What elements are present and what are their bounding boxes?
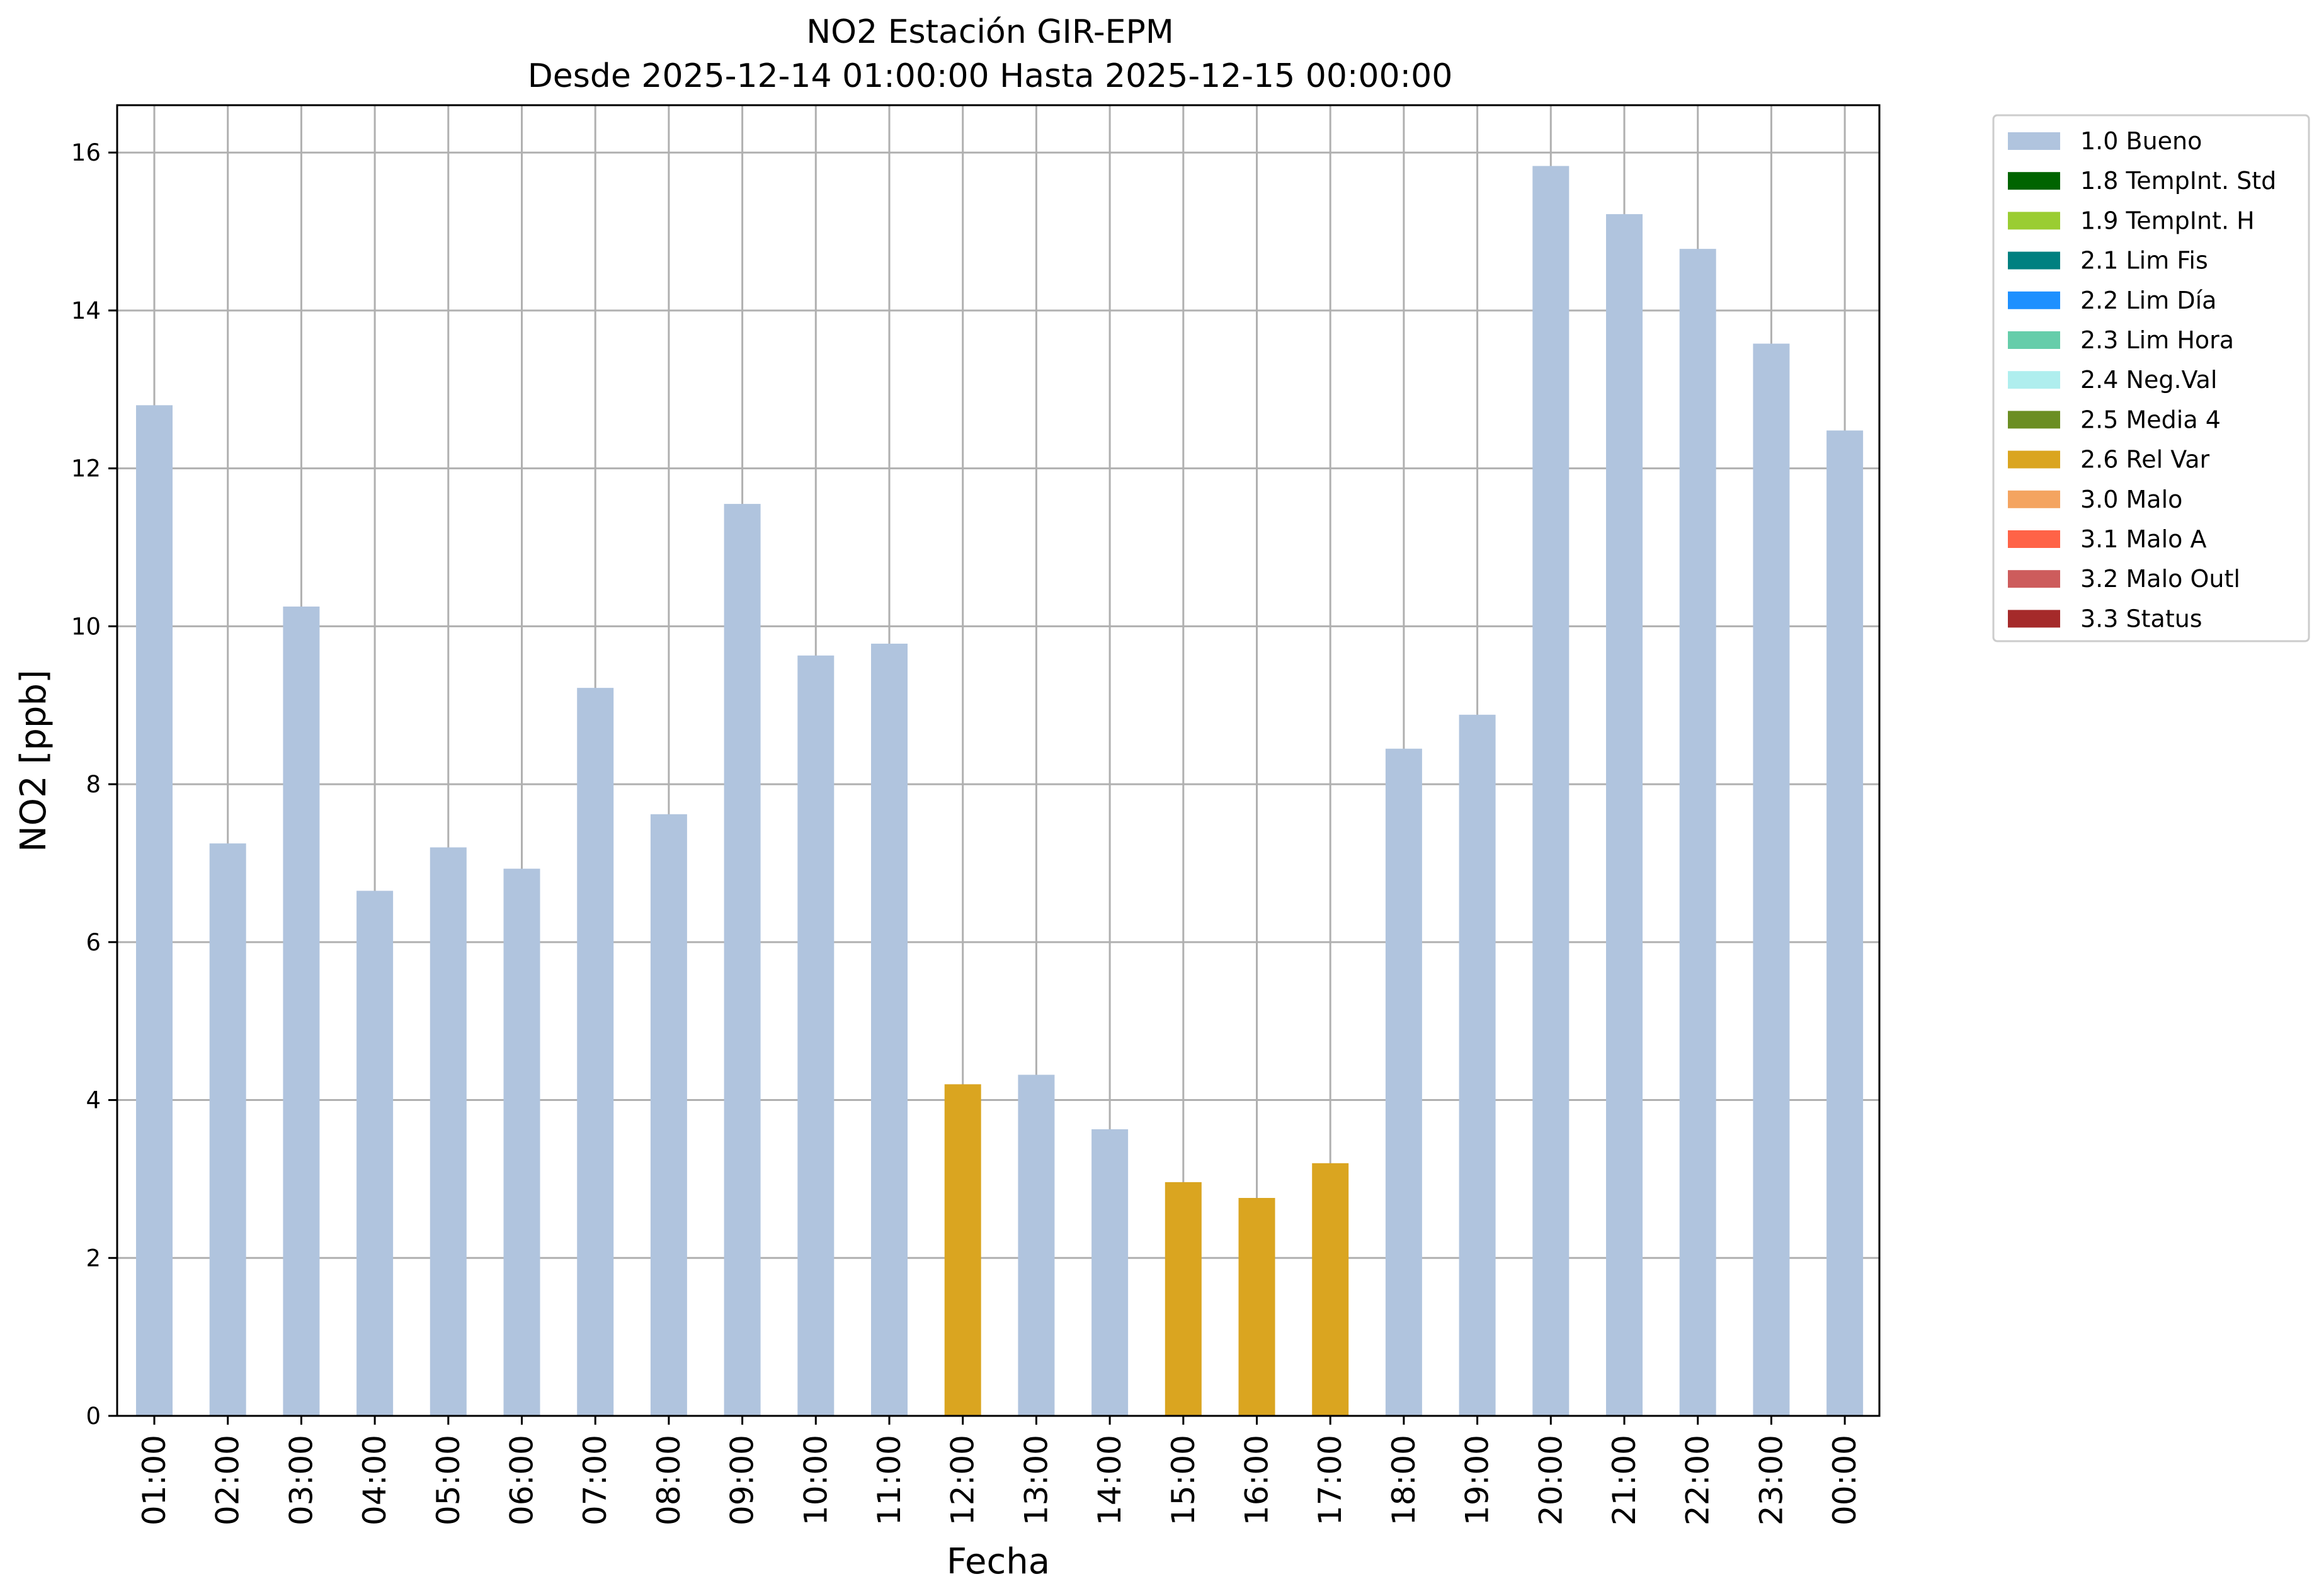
x-tick-label: 13:00 bbox=[1018, 1435, 1054, 1525]
y-tick-label: 2 bbox=[86, 1245, 101, 1272]
x-tick-label: 05:00 bbox=[430, 1435, 467, 1525]
legend-swatch bbox=[2008, 610, 2060, 628]
bar-1300 bbox=[1018, 1074, 1055, 1416]
x-tick-label: 22:00 bbox=[1680, 1435, 1716, 1525]
legend-label: 1.8 TempInt. Std bbox=[2080, 167, 2276, 195]
legend-swatch bbox=[2008, 331, 2060, 349]
bar-0100 bbox=[136, 405, 173, 1416]
y-axis-label: NO2 [ppb] bbox=[13, 670, 54, 852]
legend-label: 3.0 Malo bbox=[2080, 486, 2182, 513]
bar-1700 bbox=[1312, 1163, 1349, 1416]
bar-1400 bbox=[1091, 1129, 1129, 1416]
plot-frame bbox=[116, 104, 1881, 1417]
y-tick-label: 10 bbox=[71, 613, 101, 640]
x-tick-label: 15:00 bbox=[1165, 1435, 1202, 1525]
bar-2000 bbox=[1532, 166, 1570, 1416]
chart-subtitle: Desde 2025-12-14 01:00:00 Hasta 2025-12-… bbox=[528, 57, 1453, 95]
x-tick-label: 14:00 bbox=[1091, 1435, 1128, 1525]
legend-swatch bbox=[2008, 450, 2060, 469]
bar-1100 bbox=[871, 643, 908, 1416]
legend-swatch bbox=[2008, 371, 2060, 389]
x-tick-label: 23:00 bbox=[1753, 1435, 1789, 1525]
legend-label: 3.2 Malo Outl bbox=[2080, 565, 2240, 593]
x-tick-label: 06:00 bbox=[504, 1435, 540, 1525]
bar-0800 bbox=[650, 814, 687, 1416]
legend-label: 3.3 Status bbox=[2080, 605, 2202, 632]
legend-swatch bbox=[2008, 570, 2060, 588]
bar-0600 bbox=[503, 869, 540, 1416]
legend-label: 2.2 Lim Día bbox=[2080, 287, 2216, 314]
legend-label: 2.3 Lim Hora bbox=[2080, 326, 2234, 354]
y-tick-label: 16 bbox=[71, 139, 101, 166]
x-tick-label: 08:00 bbox=[651, 1435, 687, 1525]
bar-0400 bbox=[356, 891, 394, 1416]
y-tick-label: 4 bbox=[86, 1087, 101, 1114]
legend-label: 2.5 Media 4 bbox=[2080, 406, 2221, 433]
x-tick-label: 17:00 bbox=[1312, 1435, 1348, 1525]
legend-swatch bbox=[2008, 291, 2060, 309]
bar-2300 bbox=[1753, 343, 1790, 1416]
x-axis-ticks: 01:00 02:00 03:00 04:00 05:00 06:00 07:00 08:00… bbox=[136, 1416, 1863, 1525]
bar-1800 bbox=[1385, 748, 1422, 1416]
x-tick-label: 12:00 bbox=[945, 1435, 981, 1525]
x-tick-label: 09:00 bbox=[724, 1435, 761, 1525]
x-tick-label: 01:00 bbox=[136, 1435, 173, 1525]
x-tick-label: 18:00 bbox=[1386, 1435, 1422, 1525]
bar-0700 bbox=[577, 688, 614, 1416]
bar-0200 bbox=[209, 843, 246, 1416]
x-tick-label: 21:00 bbox=[1606, 1435, 1643, 1525]
bar-0900 bbox=[724, 504, 761, 1416]
x-tick-label: 03:00 bbox=[283, 1435, 319, 1525]
x-axis-label: Fecha bbox=[947, 1541, 1050, 1582]
legend-label: 2.4 Neg.Val bbox=[2080, 366, 2217, 394]
legend-swatch bbox=[2008, 251, 2060, 270]
x-tick-label: 11:00 bbox=[871, 1435, 908, 1525]
bar-2200 bbox=[1679, 249, 1716, 1416]
legend-swatch bbox=[2008, 530, 2060, 548]
legend-label: 2.1 Lim Fis bbox=[2080, 247, 2208, 275]
legend-swatch bbox=[2008, 172, 2060, 190]
legend: 1.0 Bueno 1.8 TempInt. Std 1.9 TempInt. H 2… bbox=[1992, 114, 2310, 642]
bar-1600 bbox=[1238, 1198, 1275, 1416]
legend-swatch bbox=[2008, 212, 2060, 230]
y-tick-label: 12 bbox=[71, 455, 101, 482]
bar-1900 bbox=[1459, 714, 1496, 1416]
legend-label: 2.6 Rel Var bbox=[2080, 446, 2210, 474]
x-tick-label: 02:00 bbox=[210, 1435, 246, 1525]
bar-0500 bbox=[430, 847, 467, 1416]
x-tick-label: 10:00 bbox=[797, 1435, 834, 1525]
x-tick-label: 19:00 bbox=[1459, 1435, 1496, 1525]
bar-1500 bbox=[1165, 1182, 1202, 1416]
chart-title: NO2 Estación GIR-EPM bbox=[806, 13, 1173, 51]
legend-label: 1.9 TempInt. H bbox=[2080, 207, 2255, 234]
y-tick-label: 14 bbox=[71, 297, 101, 324]
y-tick-label: 6 bbox=[86, 929, 101, 956]
legend-swatch bbox=[2008, 411, 2060, 429]
bar-1000 bbox=[797, 655, 835, 1416]
legend-label: 1.0 Bueno bbox=[2080, 127, 2202, 155]
x-tick-label: 00:00 bbox=[1826, 1435, 1863, 1525]
bar-0000 bbox=[1826, 430, 1864, 1416]
x-tick-label: 20:00 bbox=[1532, 1435, 1569, 1525]
y-tick-label: 0 bbox=[86, 1403, 101, 1430]
x-tick-label: 07:00 bbox=[577, 1435, 613, 1525]
legend-swatch bbox=[2008, 132, 2060, 150]
legend-label: 3.1 Malo A bbox=[2080, 525, 2206, 553]
legend-swatch bbox=[2008, 490, 2060, 508]
x-tick-label: 04:00 bbox=[356, 1435, 393, 1525]
x-tick-label: 16:00 bbox=[1239, 1435, 1275, 1525]
y-axis-ticks: 0 2 4 6 8 10 12 14 16 bbox=[71, 139, 117, 1430]
bars-group bbox=[136, 166, 1864, 1416]
bar-1200 bbox=[944, 1084, 981, 1416]
y-tick-label: 8 bbox=[86, 771, 101, 798]
bar-0300 bbox=[283, 607, 320, 1416]
bar-2100 bbox=[1606, 214, 1643, 1416]
legend-box bbox=[1992, 114, 2310, 642]
